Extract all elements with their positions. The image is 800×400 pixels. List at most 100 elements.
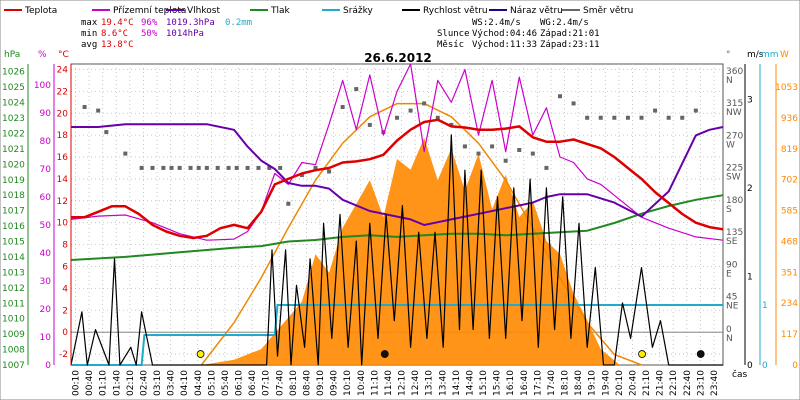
- legend-item-tlak: Tlak: [270, 6, 291, 16]
- time-tick-label: 20:40: [628, 370, 638, 396]
- info-block: WS:2.4m/s WG:2.4m/s Slunce Východ:04:46 …: [437, 18, 600, 50]
- chart-title: 26.6.2012: [364, 51, 432, 65]
- time-tick-label: 02:10: [126, 370, 136, 396]
- pct-tick-label: 50: [40, 221, 52, 231]
- stats-avg-temp: 13.8°C: [101, 40, 134, 50]
- wind-direction-point: [188, 165, 193, 170]
- ms-tick-label: 3: [747, 95, 753, 105]
- time-tick-label: 09:40: [330, 370, 340, 396]
- series-group: [70, 63, 724, 366]
- mm-tick-label: 0: [762, 361, 768, 371]
- stats-max-rain: 0.2mm: [225, 18, 252, 28]
- w-tick-label: 819: [781, 145, 798, 155]
- wind-direction-point: [226, 165, 231, 170]
- pct-tick-label: 30: [40, 277, 52, 287]
- hpa-tick-label: 1011: [2, 299, 25, 309]
- axis-unit-hpa: hPa: [4, 50, 20, 60]
- wind-direction-point: [462, 144, 467, 149]
- stats-max-press: 1019.3hPa: [166, 18, 215, 28]
- time-tick-label: 01:40: [112, 370, 122, 396]
- time-tick-label: 01:10: [99, 370, 109, 396]
- time-tick-label: 06:10: [235, 370, 245, 396]
- hpa-tick-label: 1014: [2, 253, 25, 263]
- time-tick-label: 19:10: [588, 370, 598, 396]
- time-tick-label: 21:10: [642, 370, 652, 396]
- w-tick-label: 1053: [775, 83, 798, 93]
- time-tick-label: 09:10: [316, 370, 326, 396]
- hpa-tick-label: 1013: [2, 268, 25, 278]
- hpa-tick-label: 1026: [2, 68, 25, 78]
- wind-direction-point: [354, 87, 359, 92]
- ms-tick-label: 2: [747, 184, 753, 194]
- info-moonset: Západ:23:11: [540, 40, 600, 50]
- wind-direction-point: [299, 173, 304, 178]
- pct-tick-label: 60: [40, 193, 52, 203]
- time-tick-label: 22:40: [683, 370, 693, 396]
- time-tick-label: 19:40: [601, 370, 611, 396]
- direction-compass-label: N: [726, 334, 733, 344]
- wind-direction-point: [204, 165, 209, 170]
- time-tick-label: 11:10: [370, 370, 380, 396]
- time-tick-label: 08:40: [302, 370, 312, 396]
- direction-compass-label: N: [726, 76, 733, 86]
- w-tick-label: 117: [781, 330, 798, 340]
- time-tick-label: 18:10: [561, 370, 571, 396]
- x-axis-label: čas: [732, 369, 747, 380]
- time-tick-label: 11:40: [384, 370, 394, 396]
- wind-direction-point: [666, 115, 671, 120]
- ground-temperature-line: [70, 63, 724, 241]
- moonrise-marker: [380, 350, 389, 358]
- wind-direction-point: [598, 115, 603, 120]
- time-tick-label: 07:10: [262, 370, 272, 396]
- solar-radiation-area: [201, 137, 620, 365]
- stats-min-label: min: [81, 29, 97, 39]
- wind-direction-point: [381, 130, 386, 135]
- wind-direction-point: [585, 115, 590, 120]
- direction-degree-label: 315: [726, 99, 743, 109]
- time-tick-label: 14:10: [452, 370, 462, 396]
- direction-degree-label: 45: [726, 293, 737, 303]
- wind-direction-point: [558, 94, 562, 99]
- stats-min-temp: 8.6°C: [101, 29, 128, 39]
- axis-unit-c: °C: [58, 50, 69, 60]
- wind-direction-point: [161, 165, 166, 170]
- info-sun-label: Slunce: [437, 29, 470, 39]
- time-tick-label: 00:40: [85, 370, 95, 396]
- wind-direction-point: [367, 122, 372, 127]
- wind-direction-point: [476, 151, 481, 156]
- time-tick-label: 02:40: [139, 370, 149, 396]
- wind-direction-point: [267, 165, 272, 170]
- axis-unit-w: W: [780, 50, 789, 60]
- direction-degree-label: 225: [726, 164, 743, 174]
- legend-item-smer: Směr větru: [583, 6, 633, 16]
- hpa-tick-label: 1021: [2, 145, 25, 155]
- wind-direction-point: [278, 165, 283, 170]
- wind-direction-point: [517, 148, 522, 152]
- pct-tick-label: 80: [40, 137, 52, 147]
- sunrise-marker: [196, 350, 205, 358]
- legend-item-vlhkost: Vlhkost: [187, 6, 220, 16]
- hpa-tick-label: 1009: [2, 330, 25, 340]
- hpa-tick-label: 1019: [2, 176, 25, 186]
- w-tick-label: 468: [781, 237, 798, 247]
- wind-direction-point: [653, 108, 658, 113]
- legend: Teplota Přízemní teplota Vlhkost Tlak Sr…: [4, 6, 633, 16]
- wind-direction-point: [196, 165, 201, 170]
- stats-max-label: max: [81, 18, 98, 28]
- ms-tick-label: 0: [747, 361, 753, 371]
- hpa-tick-label: 1017: [2, 207, 25, 217]
- time-tick-label: 04:10: [180, 370, 190, 396]
- direction-compass-label: E: [726, 269, 732, 279]
- wind-direction-point: [123, 151, 128, 156]
- axis-unit-mm: mm: [761, 50, 779, 60]
- time-tick-label: 13:10: [425, 370, 435, 396]
- wind-direction-point: [169, 165, 174, 170]
- wind-direction-point: [150, 165, 155, 170]
- pct-tick-label: 20: [40, 305, 52, 315]
- time-tick-label: 23:10: [696, 370, 706, 396]
- hpa-tick-label: 1025: [2, 83, 25, 93]
- info-moonrise: Východ:11:33: [472, 40, 537, 50]
- wind-direction-point: [215, 165, 220, 170]
- wind-direction-point: [530, 151, 535, 156]
- w-tick-label: 702: [781, 176, 798, 186]
